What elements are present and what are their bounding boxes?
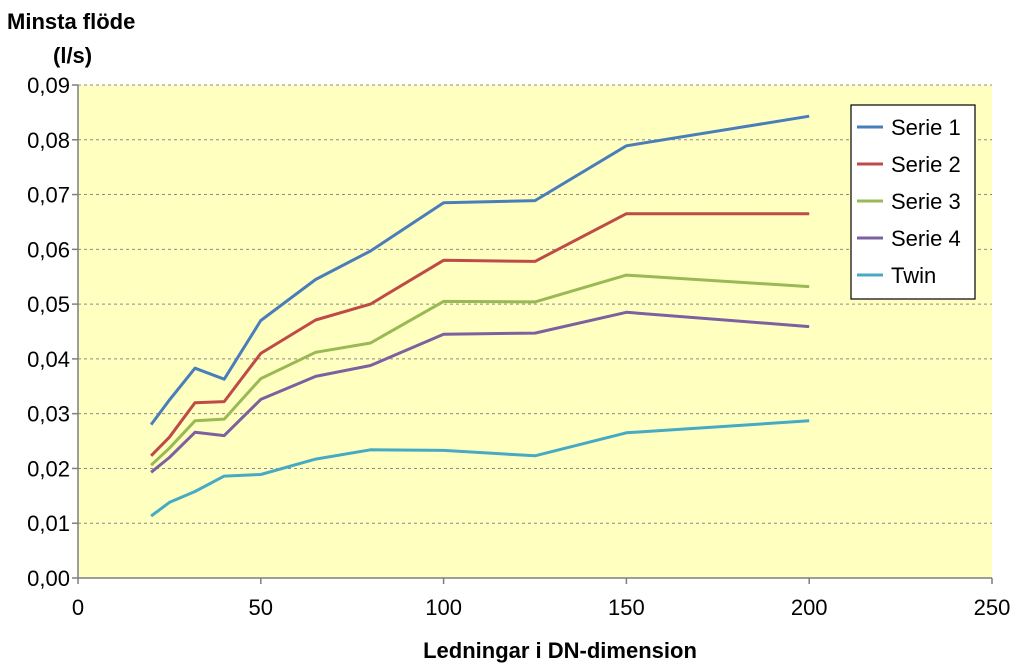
- axes: 0,00 0,01 0,02 0,03 0,04 0,05 0,06 0,07 0,08 0,09…: [27, 73, 1010, 620]
- y-tick-label: 0,08: [27, 128, 70, 153]
- y-tick-label: 0,06: [27, 237, 70, 262]
- series-line-serie-2: [150, 212, 810, 457]
- y-tick-label: 0,05: [27, 292, 70, 317]
- series-lines: [149, 114, 810, 518]
- y-tick-label: 0,01: [27, 511, 70, 536]
- series-line-serie-4: [150, 310, 810, 474]
- series-line-serie-1: [149, 114, 810, 426]
- x-tick-label: 100: [425, 595, 462, 620]
- y-axis-label-line2: (l/s): [53, 43, 92, 68]
- plot-area: [78, 85, 992, 578]
- y-tick-label: 0,03: [27, 402, 70, 427]
- y-tick-label: 0,09: [27, 73, 70, 98]
- y-tick-label: 0,04: [27, 347, 70, 372]
- y-tick-label: 0,07: [27, 183, 70, 208]
- x-tick-label: 150: [608, 595, 645, 620]
- legend-label: Serie 3: [891, 189, 961, 214]
- x-axis-label: Ledningar i DN-dimension: [423, 638, 697, 663]
- legend-label: Serie 2: [891, 152, 961, 177]
- legend-label: Serie 4: [891, 226, 961, 251]
- y-tick-label: 0,00: [27, 566, 70, 591]
- legend-label: Twin: [891, 263, 936, 288]
- y-tick-label: 0,02: [27, 456, 70, 481]
- series-line-serie-3: [150, 273, 810, 467]
- y-axis-label-line1: Minsta flöde: [7, 9, 135, 34]
- x-tick-label: 50: [249, 595, 273, 620]
- x-tick-label: 200: [791, 595, 828, 620]
- x-tick-label: 0: [72, 595, 84, 620]
- x-tick-label: 250: [974, 595, 1011, 620]
- legend-label: Serie 1: [891, 115, 961, 140]
- series-line-twin: [150, 419, 810, 518]
- legend: Serie 1 Serie 2 Serie 3 Serie 4 Twin: [850, 104, 976, 300]
